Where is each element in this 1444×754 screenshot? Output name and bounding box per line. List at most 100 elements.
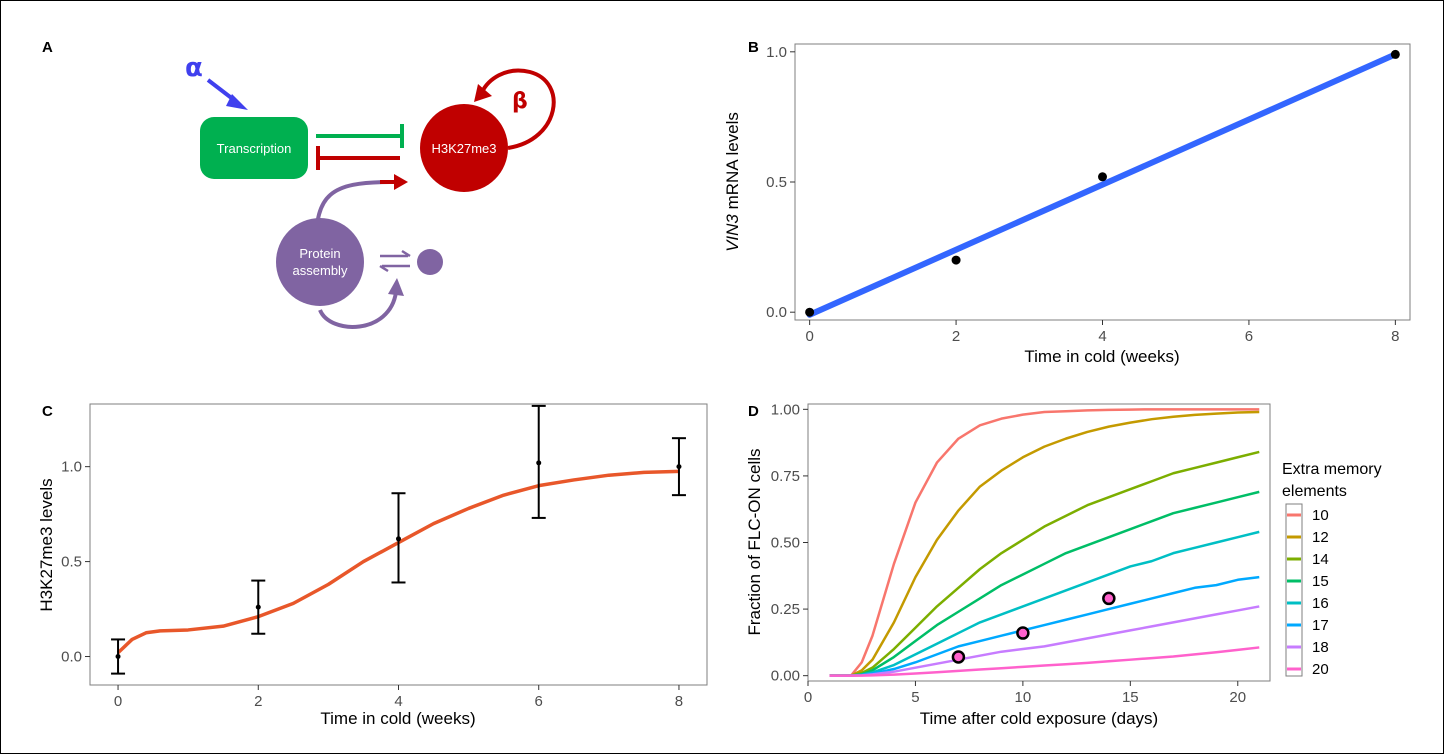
c-data-point-0 — [115, 654, 121, 660]
c-x-tick-label-3: 6 — [535, 693, 543, 710]
d-y-tick-label-0: 0.00 — [771, 668, 800, 685]
panel-letter-a: A — [42, 39, 53, 56]
c-data-point-3 — [536, 460, 542, 466]
c-x-tick-label-2: 4 — [394, 693, 402, 710]
legend-key-box — [1285, 503, 1303, 677]
y-axis-title-d: Fraction of FLC-ON cells — [745, 448, 764, 635]
b-data-point-1 — [951, 255, 961, 265]
monomer-node — [417, 249, 443, 275]
legend-label-18: 18 — [1312, 639, 1329, 656]
inhibition-transcription-to-h3k27me3 — [316, 124, 404, 148]
c-data-point-4 — [676, 464, 682, 470]
alpha-arrow — [206, 78, 248, 110]
marks-d — [829, 408, 1260, 677]
b-data-point-3 — [1390, 49, 1400, 59]
marks-c — [111, 404, 686, 675]
legend-title-line2: elements — [1282, 483, 1347, 500]
legend-label-16: 16 — [1312, 595, 1329, 612]
legend-label-10: 10 — [1312, 507, 1329, 524]
b-fit-line — [806, 51, 1399, 318]
panel-letter-c: C — [42, 403, 53, 420]
x-axis-title-c: Time in cold (weeks) — [320, 709, 475, 728]
transcription-node — [200, 117, 308, 179]
c-data-point-1 — [255, 604, 261, 610]
d-data-point-2 — [1102, 591, 1116, 606]
d-x-tick-label-0: 0 — [804, 689, 812, 706]
ticks-d: 0 5 10 15 20 0.00 0.25 0.50 0.75 1.00 — [771, 401, 1246, 706]
c-data-point-2 — [396, 536, 401, 542]
b-y-tick-label-1: 0.5 — [766, 174, 787, 191]
d-x-tick-label-2: 10 — [1015, 689, 1032, 706]
y-axis-title-c: H3K27me3 levels — [37, 478, 56, 611]
panel-d: D 0 5 10 15 20 0.00 0.25 0.50 0.75 1.00 Time afte… — [745, 401, 1382, 728]
d-series-line-20 — [829, 646, 1260, 677]
protein-assembly-node — [276, 218, 364, 306]
c-y-tick-label-2: 1.0 — [61, 459, 82, 476]
d-y-tick-label-1: 0.25 — [771, 601, 800, 618]
legend-label-12: 12 — [1312, 529, 1329, 546]
d-x-tick-label-1: 5 — [911, 689, 919, 706]
d-x-tick-label-4: 20 — [1229, 689, 1246, 706]
y-axis-title-b: VIN3 mRNA levels — [723, 112, 742, 252]
c-x-tick-label-0: 0 — [114, 693, 122, 710]
b-y-tick-label-2: 1.0 — [766, 44, 787, 61]
panel-c: C 0 2 4 6 8 0.0 0.5 1.0 Time in cold (weeks) H3… — [37, 403, 708, 728]
y-axis-title-b-rest: mRNA levels — [723, 112, 742, 214]
c-x-tick-label-1: 2 — [254, 693, 262, 710]
protein-label-line2: assembly — [293, 263, 348, 278]
x-axis-title-d: Time after cold exposure (days) — [920, 709, 1158, 728]
d-y-tick-label-4: 1.00 — [771, 401, 800, 418]
d-data-point-0 — [951, 650, 966, 664]
d-series-line-10 — [829, 408, 1260, 677]
c-y-tick-label-1: 0.5 — [61, 554, 82, 571]
legend-label-20: 20 — [1312, 661, 1329, 678]
legend-items: 10 12 14 15 16 17 18 20 — [1285, 503, 1329, 678]
d-series-line-18 — [829, 605, 1260, 677]
b-x-tick-label-4: 8 — [1391, 328, 1399, 345]
d-series-line-14 — [829, 450, 1260, 677]
h3k27me3-node — [420, 104, 508, 192]
c-model-line — [116, 469, 679, 654]
b-x-tick-label-3: 6 — [1245, 328, 1253, 345]
b-x-tick-label-0: 0 — [805, 328, 813, 345]
marks-b — [805, 49, 1400, 318]
legend-label-15: 15 — [1312, 573, 1329, 590]
b-data-point-2 — [1098, 172, 1107, 182]
ticks-b: 0 2 4 6 8 0.0 0.5 1.0 — [766, 44, 1399, 345]
legend-label-14: 14 — [1312, 551, 1329, 568]
d-series-line-15 — [829, 490, 1260, 677]
legend-title-line1: Extra memory — [1282, 461, 1382, 478]
panel-a: A α Transcription H3K27me3 β Pr — [42, 39, 556, 329]
equilibrium-arrows — [379, 249, 411, 273]
panel-letter-b: B — [748, 39, 759, 56]
beta-self-loop — [474, 68, 556, 150]
d-series-line-17 — [829, 575, 1260, 677]
d-series-line-16 — [829, 530, 1260, 677]
b-x-tick-label-1: 2 — [952, 328, 960, 345]
d-data-point-1 — [1016, 626, 1030, 640]
b-x-tick-label-2: 4 — [1098, 328, 1106, 345]
h3k27me3-label: H3K27me3 — [431, 141, 496, 156]
b-data-point-0 — [805, 307, 815, 317]
d-y-tick-label-2: 0.50 — [771, 535, 800, 552]
ticks-c: 0 2 4 6 8 0.0 0.5 1.0 — [61, 459, 683, 710]
y-axis-title-b-italic: VIN3 — [723, 214, 742, 252]
d-x-tick-label-3: 15 — [1122, 689, 1139, 706]
b-y-tick-label-0: 0.0 — [766, 304, 787, 321]
protein-label-line1: Protein — [299, 246, 340, 261]
legend-d: Extra memory elements 10 12 14 15 16 17 18 20 — [1282, 461, 1382, 678]
c-y-tick-label-0: 0.0 — [61, 649, 82, 666]
beta-symbol: β — [512, 89, 528, 114]
x-axis-title-b: Time in cold (weeks) — [1024, 347, 1179, 366]
legend-label-17: 17 — [1312, 617, 1329, 634]
c-x-tick-label-4: 8 — [675, 693, 683, 710]
d-series-line-12 — [829, 410, 1260, 677]
panel-letter-d: D — [748, 403, 759, 420]
protein-feedback-arrow — [318, 278, 404, 329]
alpha-symbol: α — [185, 53, 203, 83]
inhibition-h3k27me3-to-transcription — [316, 146, 400, 170]
transcription-label: Transcription — [217, 141, 292, 156]
panel-b: B 0 2 4 6 8 0.0 0.5 1.0 Time in cold (weeks) VI… — [723, 39, 1411, 366]
